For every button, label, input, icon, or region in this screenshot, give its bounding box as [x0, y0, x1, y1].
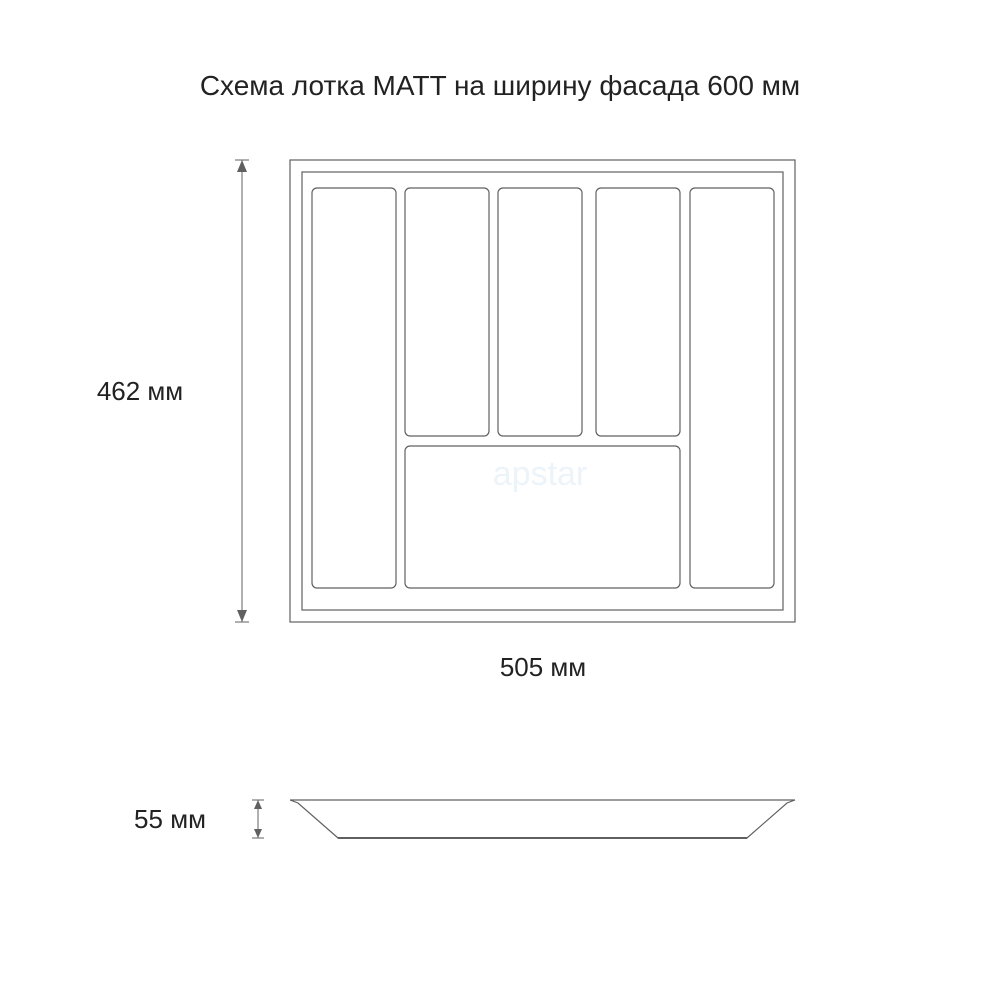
drawing-canvas: Схема лотка MATT на ширину фасада 600 мм… — [0, 0, 1000, 1000]
compartments — [312, 188, 774, 588]
width-label: 505 мм — [500, 652, 586, 682]
compartment — [405, 188, 489, 436]
compartment — [312, 188, 396, 588]
depth-dimension — [252, 800, 264, 838]
title: Схема лотка MATT на ширину фасада 600 мм — [200, 70, 800, 101]
compartment — [596, 188, 680, 436]
height-dimension — [235, 160, 249, 622]
side-view — [290, 800, 795, 838]
compartment — [498, 188, 582, 436]
height-label: 462 мм — [97, 376, 183, 406]
watermark: apstar — [493, 455, 588, 493]
depth-label: 55 мм — [134, 804, 206, 834]
top-view — [290, 160, 795, 622]
compartment — [690, 188, 774, 588]
